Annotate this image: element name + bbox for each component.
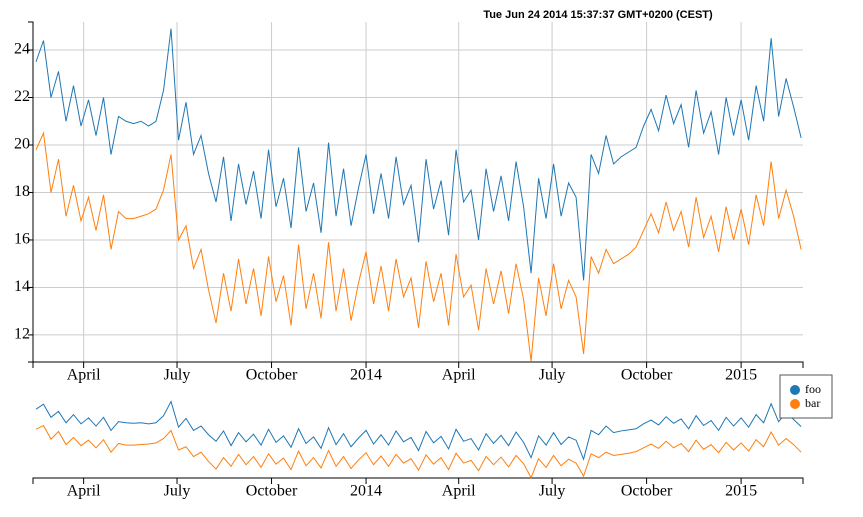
x-tick-label: April — [442, 483, 476, 500]
x-tick-label: 2014 — [350, 483, 382, 500]
x-tick-label: April — [442, 367, 476, 384]
y-tick-label: 12 — [14, 326, 30, 343]
x-tick-label: July — [164, 483, 191, 500]
x-tick-label: July — [164, 367, 191, 384]
y-tick-label: 22 — [14, 88, 30, 105]
context-line — [35, 424, 802, 479]
x-tick-label: April — [67, 367, 101, 384]
x-tick-label: 2015 — [725, 483, 757, 500]
x-tick-label: October — [621, 483, 673, 500]
x-tick-label: July — [539, 483, 566, 500]
y-tick-label: 14 — [14, 278, 30, 295]
legend-marker — [790, 385, 800, 395]
y-tick-label: 18 — [14, 183, 30, 200]
series-line — [35, 28, 802, 281]
legend-box — [779, 374, 833, 419]
chart-title: Tue Jun 24 2014 15:37:37 GMT+0200 (CEST) — [483, 9, 713, 21]
y-axis — [28, 21, 34, 363]
y-tick-label: 24 — [14, 41, 30, 58]
legend-label: bar — [805, 396, 820, 410]
x-tick-label: July — [539, 367, 566, 384]
x-tick-label: October — [621, 367, 673, 384]
y-tick-label: 20 — [14, 136, 30, 153]
series-line — [35, 131, 802, 362]
x-tick-label: 2014 — [350, 367, 382, 384]
x-tick-label: October — [246, 483, 298, 500]
x-tick-label: October — [246, 367, 298, 384]
x-tick-label: April — [67, 483, 101, 500]
x-tick-label: 2015 — [725, 367, 757, 384]
legend-marker — [790, 399, 800, 409]
x-axis — [32, 477, 804, 484]
legend-label: foo — [805, 382, 821, 396]
x-axis — [32, 361, 804, 368]
y-tick-label: 16 — [14, 231, 30, 248]
context-line — [35, 400, 802, 461]
